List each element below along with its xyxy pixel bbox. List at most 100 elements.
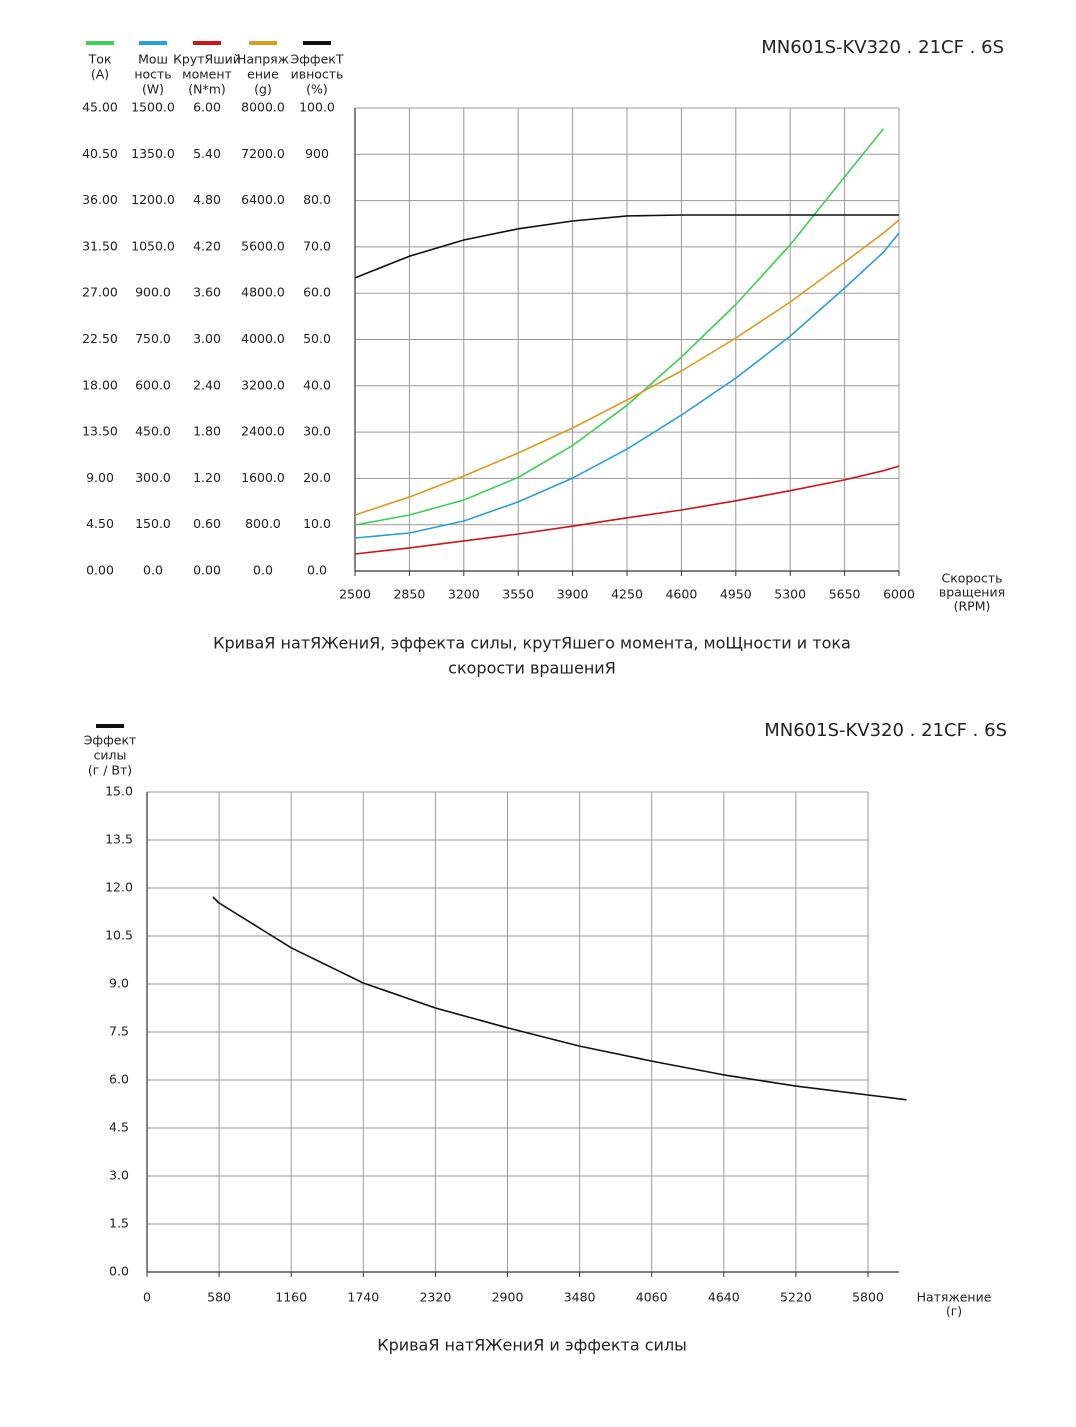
y-tick-label: 1350.0 (131, 146, 175, 161)
y-tick-label: 4.80 (193, 192, 221, 207)
x-tick-label: 3480 (564, 1290, 596, 1305)
chart-title: MN601S-KV320 . 21CF . 6S (761, 37, 1004, 58)
chart-title: MN601S-KV320 . 21CF . 6S (764, 720, 1007, 741)
x-tick-label: 6000 (883, 587, 915, 602)
x-tick-label: 5300 (774, 587, 806, 602)
y-tick-label: 6.00 (193, 100, 221, 115)
y-tick-label: 1.5 (109, 1216, 129, 1231)
legend-label: (N*m) (188, 82, 226, 97)
x-tick-label: 4640 (708, 1290, 740, 1305)
y-tick-label: 9.0 (109, 976, 129, 991)
x-tick-label: 2900 (492, 1290, 524, 1305)
legend-label: (г / Вт) (88, 763, 132, 778)
legend-label: КрутЯший (173, 52, 241, 67)
y-tick-label: 50.0 (303, 331, 331, 346)
y-tick-label: 4800.0 (241, 285, 285, 300)
x-tick-label: 580 (207, 1290, 231, 1305)
x-tick-label: 0 (143, 1290, 151, 1305)
y-tick-label: 0.0 (307, 563, 327, 578)
series-line (354, 128, 885, 526)
legend-swatch (303, 41, 331, 45)
y-tick-label: 80.0 (303, 192, 331, 207)
series-line (354, 232, 900, 539)
y-tick-label: 600.0 (135, 377, 171, 392)
y-tick-label: 3.0 (109, 1168, 129, 1183)
y-tick-label: 3.00 (193, 331, 221, 346)
y-tick-label: 900 (305, 146, 329, 161)
y-tick-label: 60.0 (303, 285, 331, 300)
legend-label: ивность (291, 67, 344, 82)
legend-label: Мош (138, 52, 168, 67)
y-tick-label: 45.00 (82, 100, 118, 115)
y-tick-label: 2400.0 (241, 424, 285, 439)
y-tick-label: 2.40 (193, 377, 221, 392)
y-tick-label: 13.5 (105, 832, 133, 847)
y-tick-label: 36.00 (82, 192, 118, 207)
series-line (354, 465, 900, 555)
legend-label: (A) (91, 67, 109, 82)
caption: КриваЯ натЯЖениЯ, эффекта силы, крутЯшег… (213, 634, 851, 653)
series-line (212, 896, 907, 1101)
y-tick-label: 1.80 (193, 424, 221, 439)
x-tick-label: 2850 (393, 587, 425, 602)
x-tick-label: 1160 (275, 1290, 307, 1305)
x-tick-label: 2320 (419, 1290, 451, 1305)
y-tick-label: 300.0 (135, 470, 171, 485)
x-tick-label: 4950 (720, 587, 752, 602)
y-tick-label: 70.0 (303, 238, 331, 253)
y-tick-label: 8000.0 (241, 100, 285, 115)
x-tick-label: 3550 (502, 587, 534, 602)
y-tick-label: 31.50 (82, 238, 118, 253)
y-tick-label: 5600.0 (241, 238, 285, 253)
y-tick-label: 12.0 (105, 880, 133, 895)
legend-label: Эффект (84, 733, 137, 748)
legend-label: (%) (306, 82, 328, 97)
x-tick-label: 4250 (611, 587, 643, 602)
y-tick-label: 450.0 (135, 424, 171, 439)
y-tick-label: 27.00 (82, 285, 118, 300)
y-tick-label: 6.0 (109, 1072, 129, 1087)
legend-label: Ток (88, 52, 112, 67)
y-tick-label: 10.0 (303, 516, 331, 531)
x-tick-label: 1740 (347, 1290, 379, 1305)
legend-swatch (193, 41, 221, 45)
x-axis-label: (RPM) (954, 599, 991, 614)
y-tick-label: 900.0 (135, 285, 171, 300)
y-tick-label: 9.00 (86, 470, 114, 485)
y-tick-label: 7.5 (109, 1024, 129, 1039)
legend-label: (W) (142, 82, 164, 97)
y-tick-label: 0.60 (193, 516, 221, 531)
y-tick-label: 800.0 (245, 516, 281, 531)
y-tick-label: 3200.0 (241, 377, 285, 392)
y-tick-label: 1500.0 (131, 100, 175, 115)
legend-label: ЭффекТ (291, 52, 344, 67)
legend-label: момент (182, 67, 232, 82)
y-tick-label: 4000.0 (241, 331, 285, 346)
y-tick-label: 4.5 (109, 1120, 129, 1135)
legend-swatch (249, 41, 277, 45)
y-tick-label: 5.40 (193, 146, 221, 161)
y-tick-label: 20.0 (303, 470, 331, 485)
y-tick-label: 13.50 (82, 424, 118, 439)
x-tick-label: 4600 (665, 587, 697, 602)
y-tick-label: 7200.0 (241, 146, 285, 161)
y-tick-label: 150.0 (135, 516, 171, 531)
legend-label: силы (94, 748, 127, 763)
caption: скорости врашениЯ (448, 659, 616, 678)
legend-swatch (139, 41, 167, 45)
x-axis-label: (г) (946, 1304, 962, 1319)
y-tick-label: 10.5 (105, 928, 133, 943)
y-tick-label: 0.0 (143, 563, 163, 578)
y-tick-label: 4.20 (193, 238, 221, 253)
x-tick-label: 2500 (339, 587, 371, 602)
y-tick-label: 750.0 (135, 331, 171, 346)
y-tick-label: 100.0 (299, 100, 335, 115)
y-tick-label: 40.0 (303, 377, 331, 392)
x-tick-label: 4060 (636, 1290, 668, 1305)
legend-swatch (96, 724, 124, 728)
legend-label: Напряж (237, 52, 289, 67)
x-tick-label: 5650 (829, 587, 861, 602)
y-tick-label: 30.0 (303, 424, 331, 439)
legend-swatch (86, 41, 114, 45)
